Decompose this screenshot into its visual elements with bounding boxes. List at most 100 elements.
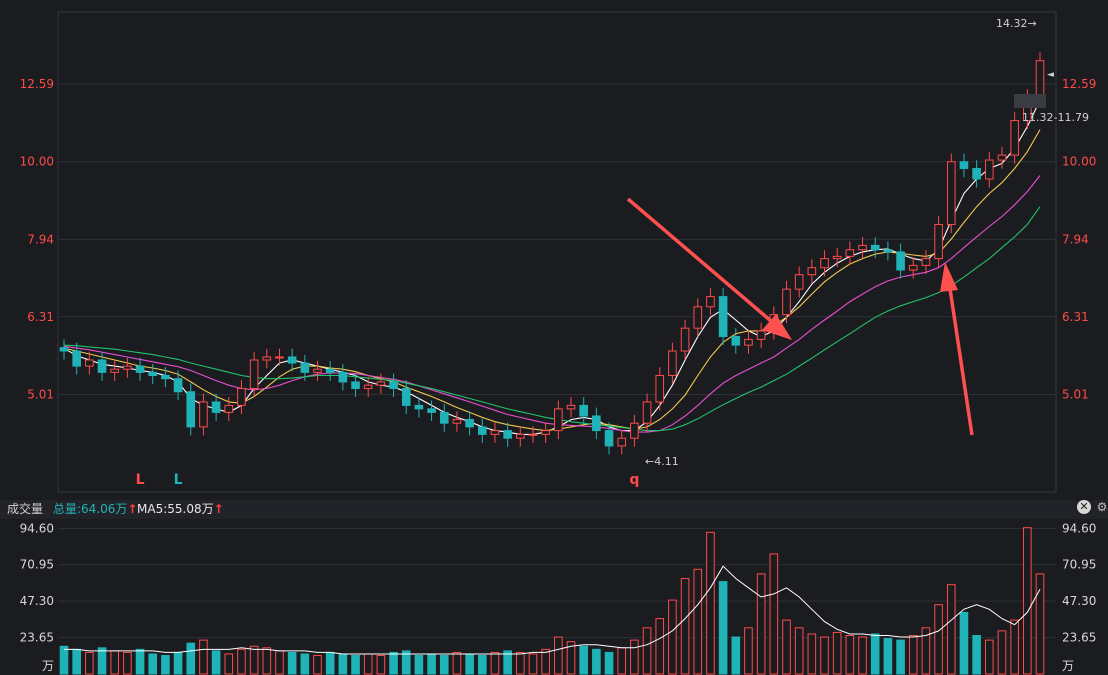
candle-body [59, 347, 69, 352]
volume-bar [1035, 573, 1045, 675]
volume-grid [58, 527, 1056, 639]
volume-bar [389, 651, 398, 675]
price-tick-label-left: 6.31 [27, 310, 54, 324]
ma-magenta-line [63, 175, 1041, 433]
candle-body [617, 437, 627, 447]
price-tick-label-right: 5.01 [1062, 387, 1089, 401]
price-tick-label-right: 10.00 [1062, 155, 1096, 169]
candle-body [782, 288, 791, 316]
volume-total: 总量:64.06万↑ [53, 500, 137, 519]
candle-body [351, 381, 360, 389]
candle-body [300, 362, 310, 373]
candle-body [592, 415, 601, 432]
candle-body [554, 408, 563, 432]
candle-body [680, 327, 690, 352]
volume-bar [655, 618, 665, 675]
volume-header: 成交量 总量:64.06万↑ MA5:55.08万↑ ✕ ⚙ [0, 500, 1108, 519]
candle-body [516, 433, 525, 439]
volume-ma5-value: MA5:55.08万 [137, 502, 214, 516]
volume-bar [934, 604, 943, 675]
gear-icon[interactable]: ⚙ [1096, 500, 1108, 514]
volume-bar [566, 641, 576, 675]
close-icon[interactable]: ✕ [1077, 500, 1091, 514]
candle-body [161, 375, 170, 380]
volume-tick-label-right: 70.95 [1062, 558, 1096, 572]
volume-axis-right: 94.60 70.95 47.30 23.65 [1062, 521, 1096, 644]
volume-total-up-icon: ↑ [127, 502, 138, 516]
candle-body [794, 274, 804, 290]
signal-marker: L [136, 472, 145, 488]
volume-bar [1010, 619, 1019, 675]
price-marker-arrow: ◄ [1047, 70, 1054, 80]
candle-body [477, 426, 487, 435]
volume-bar [338, 653, 348, 675]
volume-bar [211, 650, 221, 675]
candle-body [668, 350, 677, 377]
candle-body [807, 267, 817, 276]
volume-bar [592, 648, 601, 675]
volume-bar [858, 636, 867, 675]
volume-tick-label-left: 23.65 [20, 631, 54, 645]
volume-bar [363, 653, 373, 675]
volume-ma5-line [64, 565, 1041, 655]
candle-body [959, 161, 969, 170]
volume-bar [845, 635, 855, 675]
volume-bar [756, 573, 766, 675]
volume-bar [820, 636, 829, 675]
candle-body [72, 350, 81, 367]
candle-body [718, 296, 728, 338]
volume-bar [135, 648, 145, 675]
candle-body [490, 430, 500, 435]
volume-bar [275, 650, 284, 675]
candle-body [858, 244, 867, 251]
candle-body [946, 161, 956, 225]
volume-bar [72, 648, 81, 675]
candle-body [642, 401, 652, 424]
candle-body [427, 408, 436, 413]
candle-body [1010, 120, 1019, 156]
volume-bar [604, 651, 614, 675]
candle-body [528, 433, 538, 436]
candle-body [224, 404, 234, 413]
ma-yellow-line [63, 129, 1041, 432]
candle-body [123, 365, 132, 370]
volume-bar [490, 651, 500, 675]
candle-body [389, 381, 398, 389]
price-tick-label-right: 7.94 [1062, 232, 1089, 246]
candle-body [541, 430, 550, 435]
volume-ma5-up-icon: ↑ [213, 502, 224, 516]
candle-body [148, 371, 158, 377]
candle-body [604, 430, 614, 447]
volume-bar [579, 645, 588, 675]
candle-body [820, 258, 829, 269]
candle-body [135, 365, 145, 373]
volume-bar [173, 651, 183, 675]
candle-body [566, 404, 576, 410]
candle-body [630, 422, 639, 439]
candle-body [465, 419, 474, 428]
range-label: 11.32-11.79 [1022, 111, 1089, 124]
candle-body [237, 387, 246, 406]
volume-bar [59, 645, 69, 675]
candle-body [693, 306, 703, 329]
volume-bar [186, 642, 196, 675]
candle-body [211, 401, 221, 413]
candle-body [173, 378, 183, 393]
volume-title: 成交量 [7, 502, 44, 516]
volume-tick-label-right: 94.60 [1062, 521, 1096, 535]
candle-body [199, 401, 208, 428]
volume-bar [896, 639, 905, 675]
volume-bar [503, 650, 512, 675]
price-tick-label-left: 7.94 [27, 232, 54, 246]
price-panel: 12.59 10.00 7.94 6.31 5.01 12.59 10.00 7.94 6.3… [20, 11, 1096, 493]
price-tick-label-right: 12.59 [1062, 77, 1096, 91]
volume-bar [832, 631, 842, 675]
candle-body [401, 387, 411, 406]
volume-bar [972, 635, 981, 675]
candle-body [439, 411, 449, 424]
volume-bar [642, 627, 652, 675]
volume-bar [1023, 527, 1032, 675]
candle-body [921, 258, 931, 266]
volume-tick-label-right: 23.65 [1062, 631, 1096, 645]
price-tick-label-left: 12.59 [20, 77, 54, 91]
